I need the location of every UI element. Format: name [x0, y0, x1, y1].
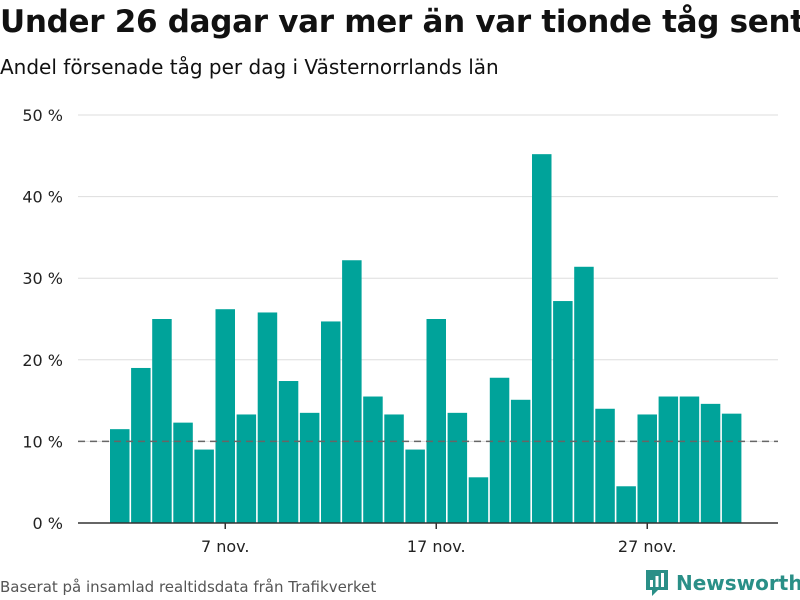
bar [489, 377, 510, 523]
bar [110, 429, 130, 523]
bar [426, 319, 446, 523]
chart-title: Under 26 dagar var mer än var tionde tåg… [0, 4, 800, 40]
x-tick-label: 27 nov. [618, 537, 677, 556]
bar [321, 321, 341, 523]
bar [278, 381, 299, 523]
bar [553, 301, 573, 523]
y-tick-label: 40 % [22, 188, 63, 207]
bar [215, 309, 235, 523]
bar [595, 408, 615, 523]
newsworthy-logo: Newsworthy [644, 568, 800, 598]
bar [721, 413, 742, 523]
y-tick-label: 50 % [22, 106, 63, 125]
x-axis-labels: 7 nov. 17 nov. 27 nov. [201, 537, 677, 556]
x-tick-label: 7 nov. [201, 537, 250, 556]
bar [384, 414, 404, 523]
chart-logo-icon [646, 570, 668, 596]
y-tick-label: 10 % [22, 432, 63, 451]
bar [363, 396, 383, 523]
bar [574, 266, 594, 523]
bar [637, 414, 657, 523]
y-tick-label: 0 % [33, 514, 63, 533]
bar [299, 412, 320, 523]
bar [236, 414, 257, 523]
bar [405, 449, 425, 523]
x-tick-label: 17 nov. [407, 537, 466, 556]
bars [110, 154, 742, 523]
bar [342, 260, 362, 523]
x-axis [78, 522, 778, 529]
y-axis-labels: 0 % 10 % 20 % 30 % 40 % 50 % [22, 106, 63, 533]
bar [152, 319, 172, 523]
logo-text: Newsworthy [676, 571, 800, 595]
source-note: Baserat på insamlad realtidsdata från Tr… [0, 578, 377, 596]
bar [173, 422, 193, 523]
bar [532, 154, 552, 523]
bar [658, 396, 679, 523]
bar [616, 486, 636, 523]
bar [468, 477, 489, 523]
bar [447, 412, 468, 523]
bar [700, 403, 721, 523]
bar [679, 396, 700, 523]
bar [194, 449, 214, 523]
y-tick-label: 20 % [22, 351, 63, 370]
chart-subtitle: Andel försenade tåg per dag i Västernorr… [0, 55, 499, 79]
bar [257, 312, 278, 523]
bar [131, 367, 151, 523]
bar [510, 399, 531, 523]
y-tick-label: 30 % [22, 269, 63, 288]
